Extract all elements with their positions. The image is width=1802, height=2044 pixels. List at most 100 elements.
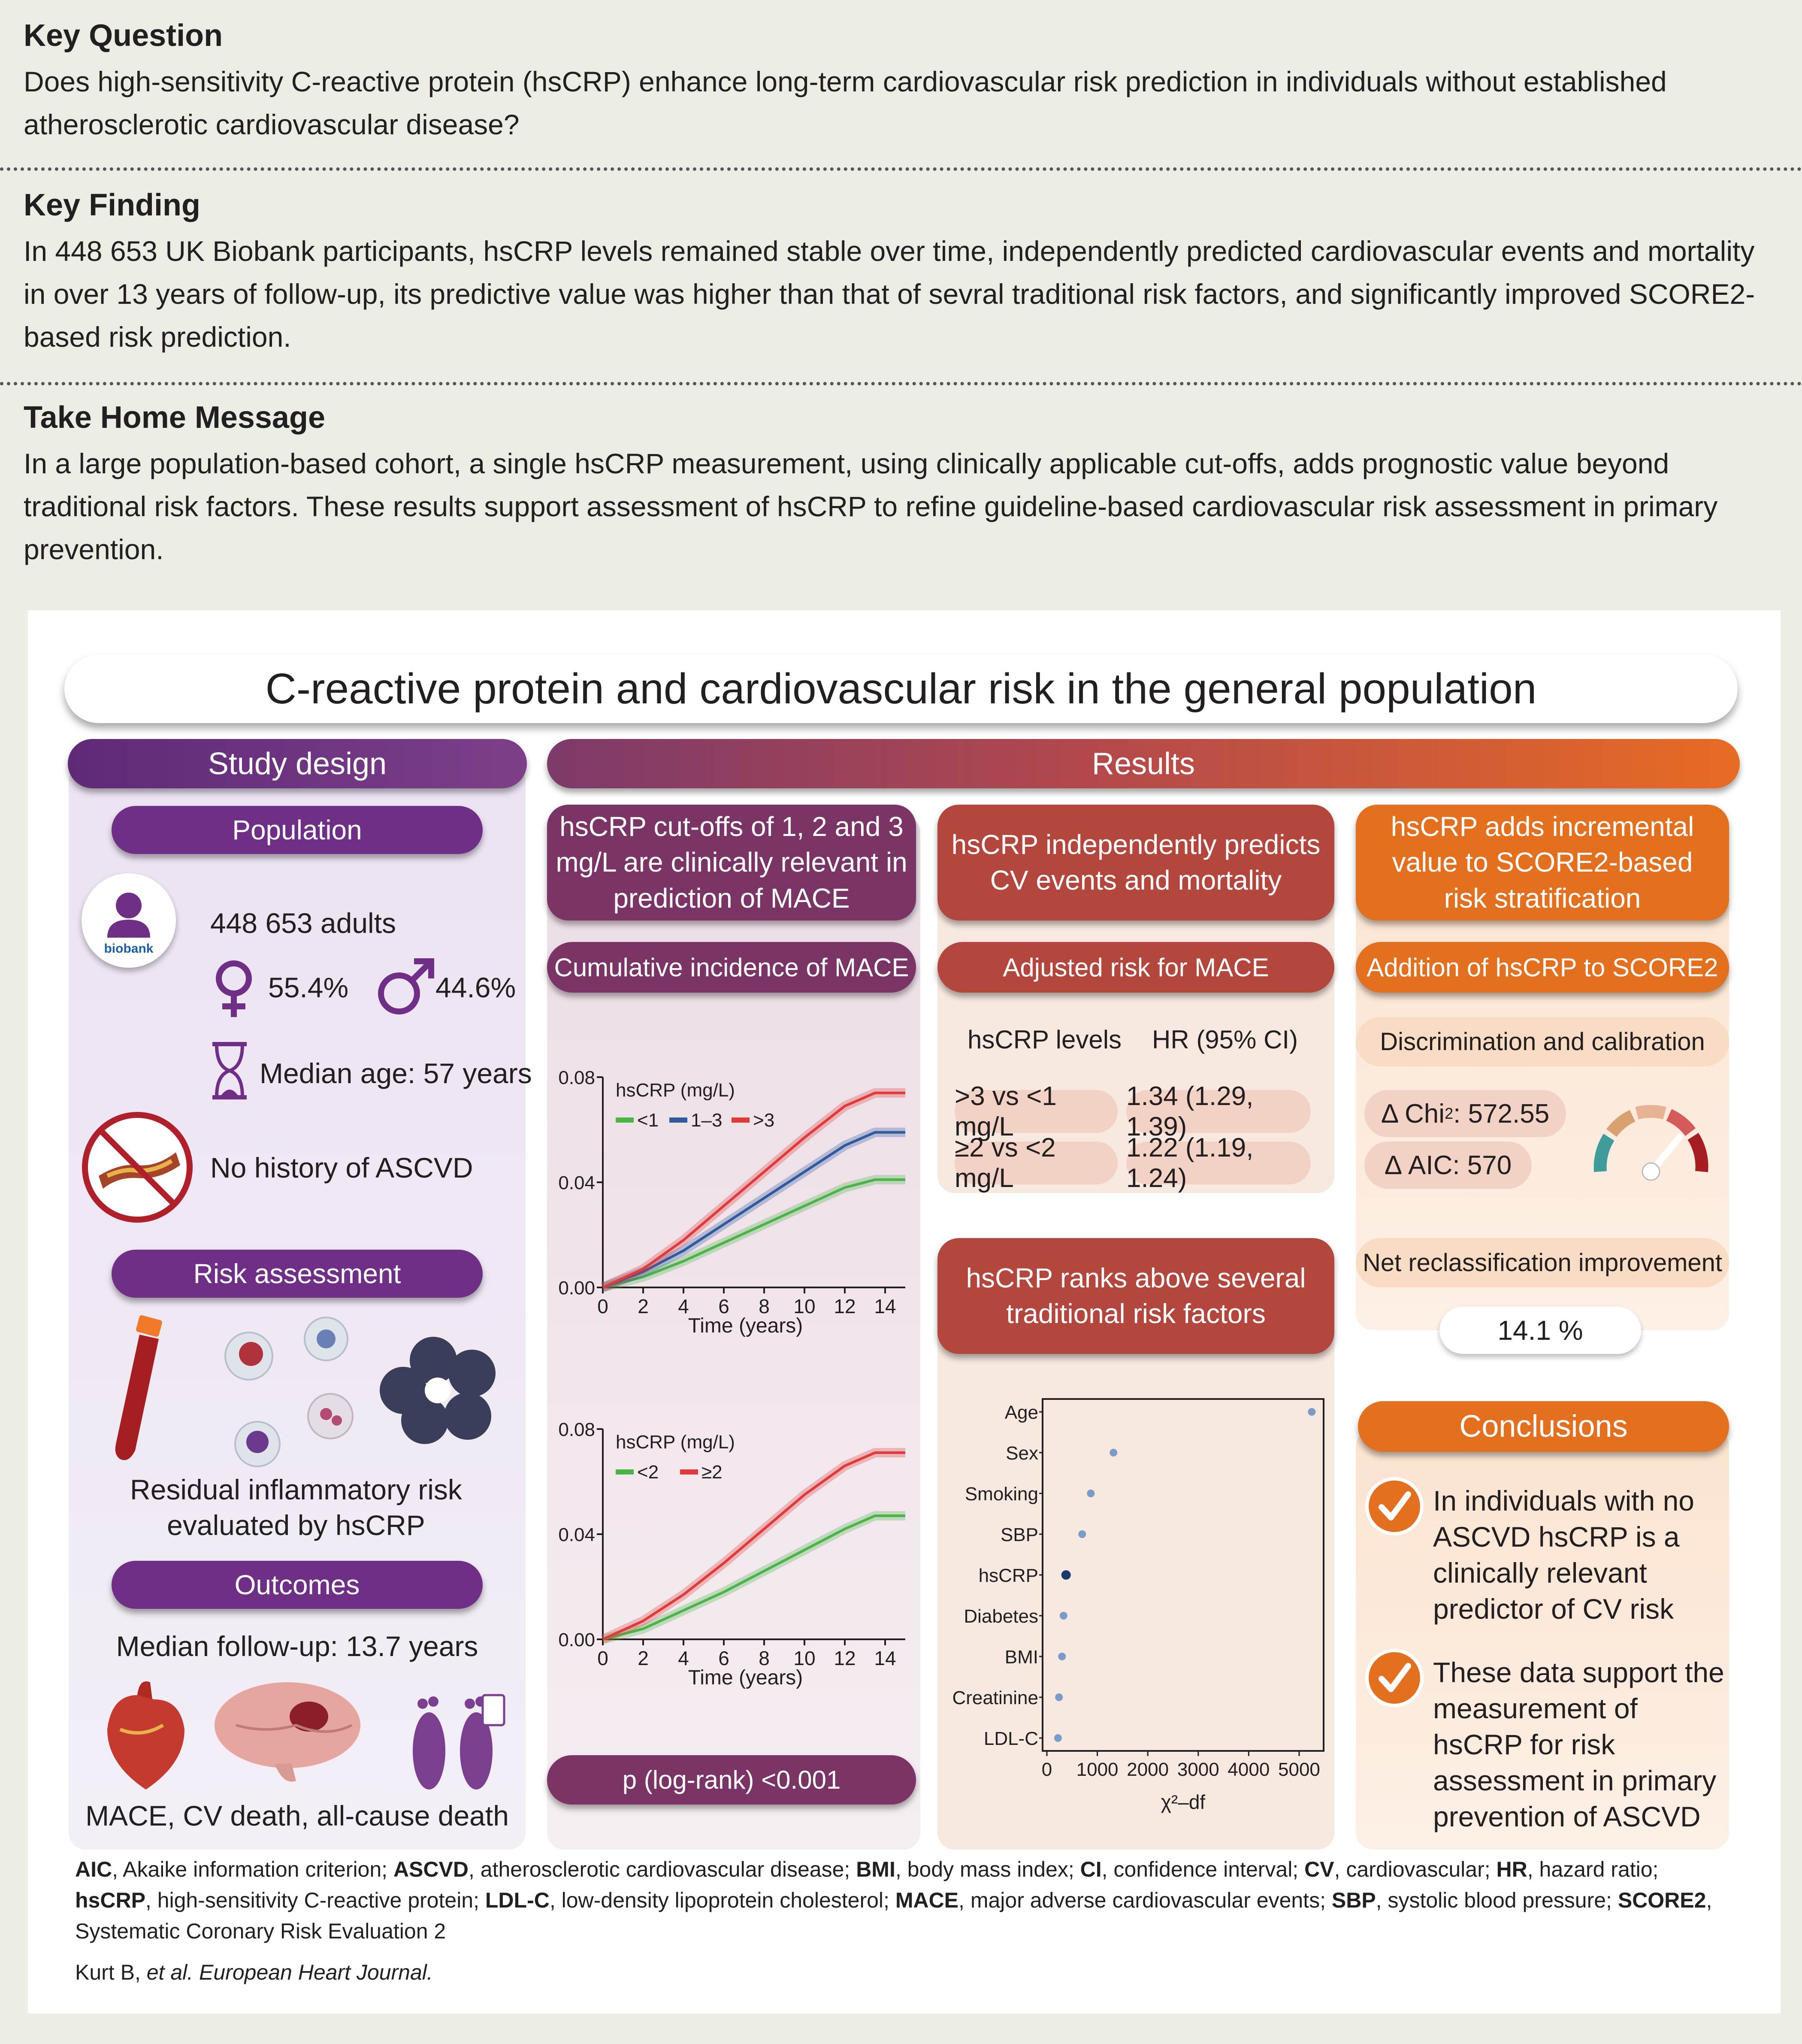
blood-cells-illustration (115, 1315, 496, 1467)
nri-value: 14.1 % (1439, 1307, 1641, 1354)
legend-label: <1 (637, 1110, 659, 1131)
x-tick-label: 12 (834, 1647, 856, 1669)
km-chart-three-groups: 0.00 0.04 0.08 0 2 4 6 8 10 12 14 Time (years) hsCRP… (558, 1067, 905, 1337)
x-tick-label: 4 (678, 1647, 689, 1669)
x-tick-label: 6 (718, 1647, 729, 1669)
checkmark-icon (1365, 1649, 1424, 1707)
x-tick-label: 6 (718, 1295, 729, 1317)
ranking-panel (937, 1270, 1334, 1850)
crp-protein-icon (380, 1337, 496, 1444)
conclusions-header: Conclusions (1358, 1401, 1729, 1452)
key-question-text: Does high-sensitivity C-reactive protein… (24, 66, 1667, 141)
person-icon: biobank (104, 893, 154, 956)
key-finding-text: In 448 653 UK Biobank participants, hsCR… (24, 235, 1755, 353)
category-label: hsCRP (979, 1565, 1038, 1586)
key-finding-title: Key Finding (24, 188, 200, 222)
legend-label: >3 (753, 1110, 774, 1131)
abbreviations: AIC, Akaike information criterion; ASCVD… (75, 1854, 1727, 1947)
nri-label: Net reclassification improvement (1356, 1238, 1729, 1287)
y-tick-label: 0.04 (558, 1524, 595, 1545)
abbrev-definition: , atherosclerotic cardiovascular disease… (468, 1857, 856, 1881)
hr-row-value: 1.34 (1.29, 1.39) (1126, 1081, 1311, 1142)
hourglass-icon (212, 1042, 247, 1099)
abbrev-term: AIC (75, 1857, 112, 1881)
abbrev-definition: , Akaike information criterion; (112, 1857, 393, 1881)
x-axis-label: Time (years) (688, 1666, 803, 1689)
category-label: Creatinine (952, 1687, 1038, 1708)
abbrev-definition: , major adverse cardiovascular events; (958, 1888, 1332, 1912)
legend-title: hsCRP (mg/L) (616, 1080, 735, 1101)
delta-chi-square: Δ Chi 2: 572.55 (1364, 1090, 1566, 1137)
abbrev-term: ASCVD (393, 1857, 469, 1881)
category-label: Age (1005, 1402, 1038, 1423)
data-point (1059, 1612, 1067, 1620)
study-design-header: Study design (68, 739, 527, 788)
key-question-section: Key Question Does high-sensitivity C-rea… (24, 17, 1778, 146)
x-tick-label: 2 (638, 1295, 649, 1317)
data-point (1078, 1530, 1086, 1538)
x-axis-label: χ²–df (1161, 1791, 1206, 1813)
x-tick-label: 5000 (1278, 1759, 1320, 1780)
x-tick-label: 2 (638, 1647, 649, 1669)
heart-icon (107, 1681, 184, 1790)
x-tick-label: 0 (597, 1295, 608, 1317)
follow-up-text: Median follow-up: 13.7 years (116, 1630, 478, 1662)
divider (0, 382, 1802, 385)
legend-label: <2 (637, 1462, 659, 1483)
no-history-text: No history of ASCVD (210, 1152, 473, 1184)
discrimination-label: Discrimination and calibration (1356, 1017, 1729, 1066)
abbrev-definition: , systolic blood pressure; (1376, 1888, 1618, 1912)
series-line (602, 1514, 905, 1641)
abbrev-definition: , hazard ratio; (1527, 1857, 1659, 1881)
data-point (1058, 1653, 1066, 1660)
hr-column-header: HR (95% CI) (1152, 1025, 1298, 1054)
outcomes-illustration (107, 1681, 505, 1790)
series-line (602, 1131, 905, 1289)
x-tick-label: 0 (597, 1647, 608, 1669)
checkmark-icon (1365, 1477, 1424, 1535)
blood-tube-icon (115, 1315, 162, 1460)
hscrp-levels-column-header: hsCRP levels (968, 1025, 1122, 1054)
plot-frame (1042, 1398, 1324, 1752)
brain-icon (215, 1682, 360, 1782)
category-label: Sex (1006, 1443, 1038, 1464)
female-percentage: 55.4% (268, 972, 349, 1003)
y-tick-label: 0.00 (558, 1629, 595, 1650)
legend-label: ≥2 (701, 1462, 723, 1483)
category-label: Diabetes (964, 1606, 1038, 1627)
biobank-logo: biobank (82, 873, 176, 968)
abbrev-term: HR (1496, 1857, 1527, 1881)
conclusion-item: In individuals with no ASCVD hsCRP is a … (1433, 1485, 1695, 1625)
abbrev-term: BMI (856, 1857, 895, 1881)
incremental-value-header: hsCRP adds incremental value to SCORE2-b… (1356, 805, 1729, 921)
y-tick-label: 0.08 (558, 1419, 595, 1440)
category-label: BMI (1005, 1647, 1038, 1668)
abbrev-definition: , cardiovascular; (1334, 1857, 1497, 1881)
x-tick-label: 4 (678, 1295, 689, 1317)
series-line (602, 1091, 905, 1289)
hr-row-value: 1.22 (1.19, 1.24) (1126, 1133, 1311, 1193)
results-header: Results (547, 739, 1740, 788)
ranks-header: hsCRP ranks above several traditional ri… (937, 1238, 1334, 1354)
abbrev-definition: , body mass index; (895, 1857, 1080, 1881)
x-tick-label: 2000 (1127, 1759, 1169, 1780)
citation: Kurt B, et al. European Heart Journal. (75, 1960, 433, 1984)
no-ascvd-icon (82, 1112, 193, 1223)
chi-square-ranking-chart: Age Sex Smoking SBP hsCRP Diabetes BMI Creatini… (952, 1398, 1324, 1813)
main-title: C-reactive protein and cardiovascular ri… (64, 654, 1738, 723)
take-home-text: In a large population-based cohort, a si… (24, 448, 1718, 566)
population-count: 448 653 adults (210, 907, 396, 939)
x-tick-label: 14 (874, 1647, 896, 1669)
take-home-section: Take Home Message In a large population-… (24, 399, 1778, 571)
median-age: Median age: 57 years (260, 1057, 532, 1089)
x-tick-label: 10 (793, 1647, 815, 1669)
male-percentage: 44.6% (435, 972, 516, 1003)
legend-label: 1–3 (691, 1110, 722, 1131)
abbrev-definition: , confidence interval; (1101, 1857, 1305, 1881)
x-tick-label: 12 (834, 1295, 856, 1317)
gauge-icon (1593, 1105, 1708, 1181)
outcomes-label: Outcomes (112, 1561, 483, 1609)
risk-assessment-text: Residual inflammatory risk evaluated by … (130, 1474, 462, 1541)
conclusion-item: These data support the measurement of hs… (1433, 1656, 1724, 1832)
cutoffs-header: hsCRP cut-offs of 1, 2 and 3 mg/L are cl… (547, 805, 916, 921)
